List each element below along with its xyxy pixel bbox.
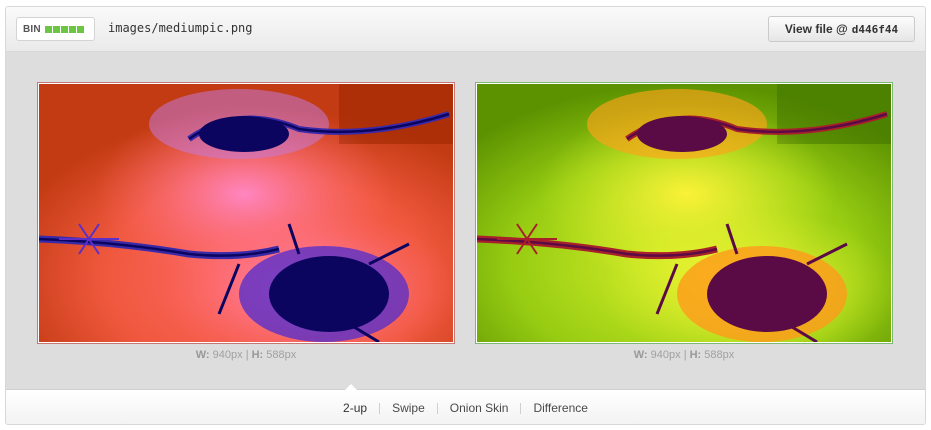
deleted-image-dimensions: W: 940px | H: 588px bbox=[37, 349, 455, 361]
two-up-view: W: 940px | H: 588px bbox=[6, 52, 925, 389]
added-image-shell: W: 940px | H: 588px bbox=[475, 82, 893, 361]
width-value: 940px bbox=[650, 349, 681, 361]
mode-tab-onion-skin[interactable]: Onion Skin bbox=[449, 401, 509, 415]
added-image-dimensions: W: 940px | H: 588px bbox=[475, 349, 893, 361]
mode-separator bbox=[520, 402, 522, 414]
diffstat-bar bbox=[44, 25, 84, 33]
height-value: 588px bbox=[266, 349, 297, 361]
deleted-fractal-image bbox=[39, 84, 453, 342]
image-diff-panel: BIN images/mediumpic.png View file @ d44… bbox=[5, 6, 926, 425]
view-file-label: View file @ bbox=[784, 22, 848, 36]
added-fractal-image bbox=[477, 84, 891, 342]
mode-separator bbox=[379, 402, 381, 414]
file-header: BIN images/mediumpic.png View file @ d44… bbox=[6, 7, 925, 52]
mode-tab-2-up[interactable]: 2-up bbox=[343, 401, 368, 415]
width-label: W: bbox=[633, 349, 648, 361]
binary-badge: BIN bbox=[16, 17, 95, 41]
dim-separator: | bbox=[245, 349, 249, 361]
active-mode-pointer bbox=[345, 384, 357, 390]
height-label: H: bbox=[689, 349, 702, 361]
dim-separator: | bbox=[683, 349, 687, 361]
height-value: 588px bbox=[704, 349, 735, 361]
view-file-button[interactable]: View file @ d446f44 bbox=[768, 16, 915, 42]
mode-tab-difference[interactable]: Difference bbox=[533, 401, 588, 415]
deleted-image-shell: W: 940px | H: 588px bbox=[37, 82, 455, 361]
mode-tab-swipe[interactable]: Swipe bbox=[392, 401, 425, 415]
bin-label: BIN bbox=[23, 23, 41, 35]
view-mode-switcher: 2-up Swipe Onion Skin Difference bbox=[6, 384, 925, 424]
height-label: H: bbox=[251, 349, 264, 361]
deleted-image-frame bbox=[37, 82, 455, 344]
mode-separator bbox=[436, 402, 438, 414]
file-path: images/mediumpic.png bbox=[108, 21, 253, 35]
added-image-frame bbox=[475, 82, 893, 344]
width-value: 940px bbox=[212, 349, 243, 361]
width-label: W: bbox=[195, 349, 210, 361]
commit-sha: d446f44 bbox=[851, 22, 899, 36]
